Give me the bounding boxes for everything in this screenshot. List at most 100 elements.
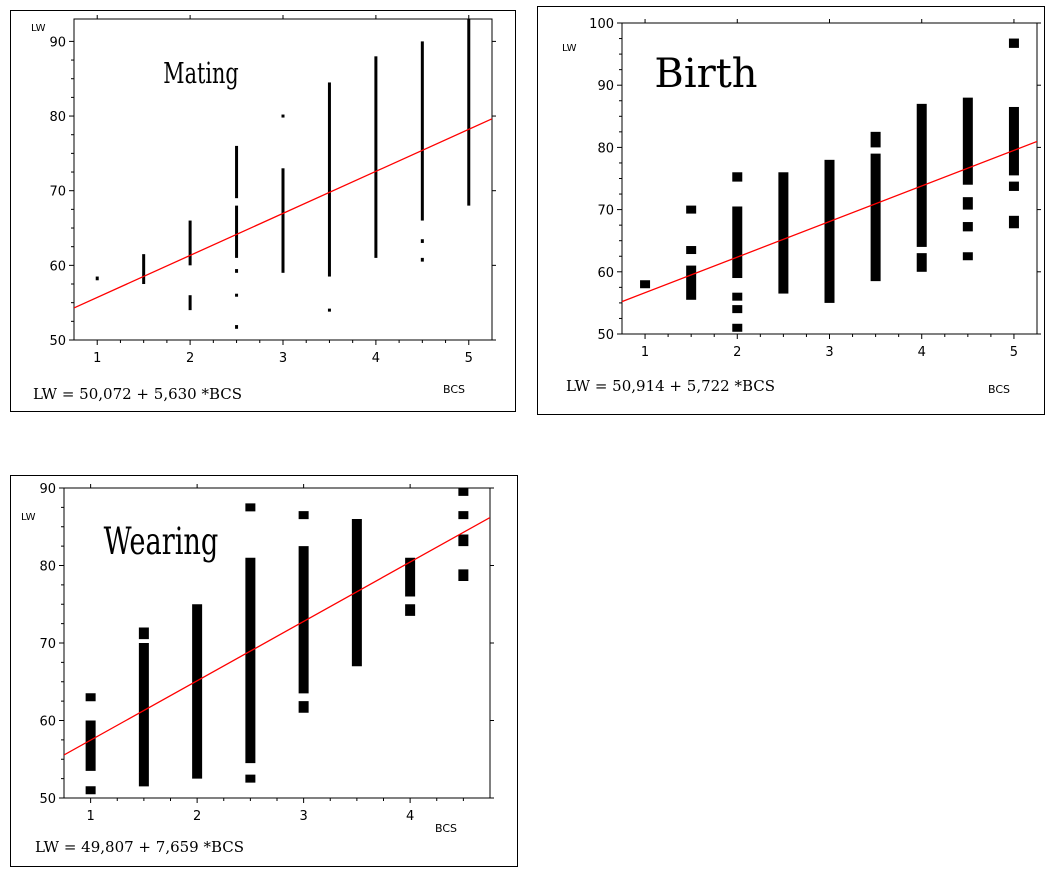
mating-y-tick-label: 90 (49, 35, 66, 50)
mating-chart-panel: Mating 50 60 70 80 90 1 2 3 4 5 LW BCS LW = 50,072 + … (10, 10, 516, 412)
birth-data-point (732, 206, 743, 279)
wearing-y-tick-label: 60 (39, 715, 56, 730)
wearing-x-tick-label: 3 (299, 809, 307, 824)
birth-x-tick-label: 4 (918, 345, 926, 360)
wearing-equation: LW = 49,807 + 7,659 *BCS (35, 838, 244, 856)
mating-y-axis-label: LW (31, 23, 46, 34)
birth-y-tick-label: 70 (597, 204, 614, 219)
birth-regression-line (622, 140, 1037, 303)
birth-title-box (656, 45, 766, 107)
mating-data-point (235, 205, 239, 258)
birth-y-tick-label: 90 (597, 79, 614, 94)
mating-data-point (235, 269, 239, 273)
mating-data-point (235, 325, 239, 329)
birth-data-point (732, 292, 743, 301)
birth-data-point (732, 323, 743, 332)
wearing-regression-line (64, 516, 490, 756)
birth-data-point (1008, 38, 1019, 48)
birth-data-point (1008, 215, 1019, 229)
birth-data-point (1008, 181, 1019, 191)
birth-data-point (778, 172, 789, 294)
birth-data-point (962, 97, 973, 185)
mating-data-point (327, 82, 331, 277)
wearing-y-tick-label: 70 (39, 637, 56, 652)
wearing-data-point (192, 604, 203, 779)
mating-y-tick-label: 60 (49, 259, 66, 274)
birth-data-point (962, 252, 973, 261)
mating-title: Mating (163, 57, 238, 90)
birth-data-point (686, 265, 697, 300)
mating-data-point (327, 308, 331, 312)
mating-x-tick-label: 2 (186, 351, 194, 366)
mating-data-point (142, 254, 146, 285)
birth-x-tick-label: 5 (1010, 345, 1018, 360)
birth-y-tick-label: 80 (597, 141, 614, 156)
mating-data-point (95, 276, 99, 281)
wearing-y-tick-label: 90 (39, 482, 56, 497)
wearing-data-point (298, 546, 309, 694)
wearing-data-point (245, 557, 256, 764)
wearing-data-point (245, 774, 256, 783)
wearing-data-point (138, 627, 149, 640)
mating-data-point (420, 41, 424, 221)
wearing-y-tick-label: 80 (39, 560, 56, 575)
wearing-data-point (85, 786, 96, 795)
wearing-data-point (458, 569, 469, 581)
wearing-data-point (85, 693, 96, 702)
birth-data-point (962, 197, 973, 210)
birth-y-axis-label: LW (562, 43, 577, 54)
birth-data-point (870, 153, 881, 282)
mating-data-point (235, 293, 239, 297)
birth-data-point (686, 205, 697, 214)
wearing-x-tick-label: 1 (86, 809, 94, 824)
wearing-y-tick-label: 50 (39, 792, 56, 807)
mating-data-point (235, 145, 239, 199)
mating-x-tick-label: 4 (372, 351, 380, 366)
birth-x-axis-label: BCS (988, 383, 1010, 396)
birth-y-tick-label: 100 (589, 17, 614, 32)
wearing-title-box (101, 524, 223, 574)
wearing-title: Wearing (104, 520, 219, 563)
mating-data-point (420, 239, 424, 243)
birth-data-point (916, 253, 927, 272)
mating-regression-line (74, 118, 492, 309)
wearing-data-point (298, 511, 309, 520)
mating-data-point (420, 257, 424, 262)
birth-x-tick-label: 3 (825, 345, 833, 360)
wearing-data-point (458, 487, 469, 496)
birth-data-point (640, 280, 651, 289)
birth-chart: Birth 50 60 70 80 90 100 1 2 3 4 5 LW BCS LW = 50,914 … (562, 17, 1041, 396)
wearing-data-point (85, 720, 96, 771)
birth-title: Birth (654, 51, 757, 97)
wearing-data-point (458, 511, 469, 520)
mating-x-tick-label: 1 (93, 351, 101, 366)
birth-chart-panel: Birth 50 60 70 80 90 100 1 2 3 4 5 LW BCS LW = 50,914 … (537, 6, 1045, 415)
wearing-chart-panel: Wearing 50 60 70 80 90 1 2 3 4 LW BCS LW = 49,807 + … (10, 475, 518, 867)
birth-x-tick-label: 1 (641, 345, 649, 360)
mating-x-tick-label: 5 (465, 351, 473, 366)
wearing-chart: Wearing 50 60 70 80 90 1 2 3 4 LW BCS LW = 49,807 + … (21, 482, 494, 856)
mating-x-axis-label: BCS (443, 383, 465, 396)
mating-data-point (374, 56, 378, 258)
birth-data-point (732, 305, 743, 314)
birth-y-tick-label: 50 (597, 328, 614, 343)
wearing-data-point (405, 557, 416, 597)
wearing-data-point (351, 519, 362, 667)
birth-data-point (916, 103, 927, 247)
wearing-x-tick-label: 4 (406, 809, 414, 824)
mating-chart: Mating 50 60 70 80 90 1 2 3 4 5 LW BCS LW = 50,072 + … (31, 15, 496, 403)
wearing-data-point (138, 643, 149, 787)
wearing-data-point (298, 701, 309, 713)
wearing-y-axis-label: LW (21, 512, 36, 523)
mating-x-tick-label: 3 (279, 351, 287, 366)
mating-data-point (281, 114, 285, 118)
birth-data-point (962, 222, 973, 232)
birth-data-point (686, 246, 697, 255)
mating-data-point (281, 168, 285, 273)
birth-x-tick-label: 2 (733, 345, 741, 360)
wearing-data-point (458, 534, 469, 547)
birth-data-point (732, 172, 743, 182)
mating-y-tick-label: 70 (49, 185, 66, 200)
birth-y-tick-label: 60 (597, 266, 614, 281)
birth-data-point (870, 131, 881, 148)
